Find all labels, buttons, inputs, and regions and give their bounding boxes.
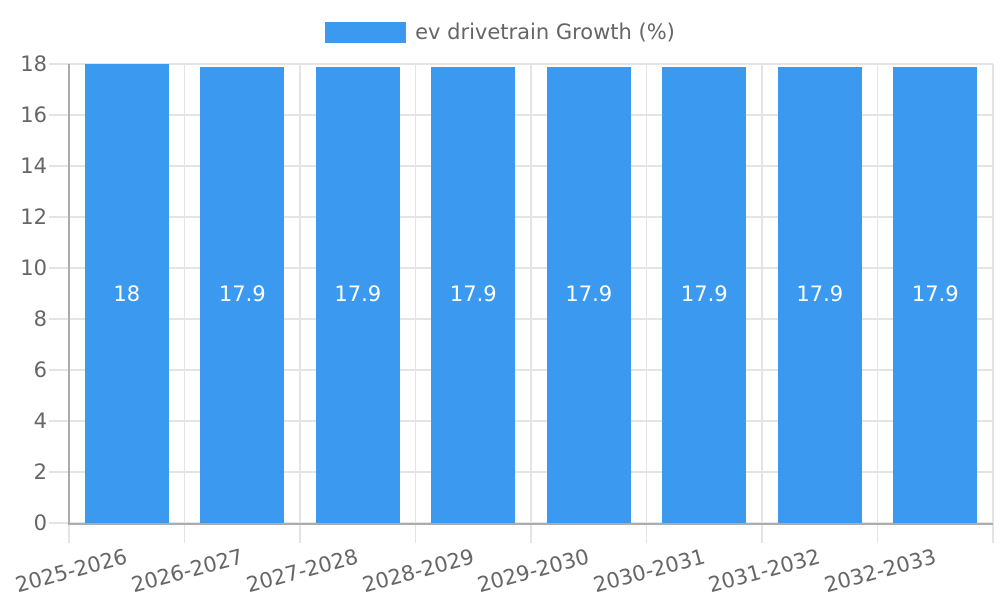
y-tick-label: 14 bbox=[20, 154, 47, 178]
legend-swatch-icon bbox=[325, 21, 407, 43]
bar[interactable] bbox=[662, 66, 747, 523]
x-tick-label: 2028-2029 bbox=[359, 544, 477, 598]
x-tick-label: 2027-2028 bbox=[244, 544, 361, 598]
x-tick-label: 2032-2033 bbox=[821, 544, 939, 598]
x-gridline bbox=[761, 64, 763, 543]
x-gridline bbox=[414, 64, 417, 543]
y-tick-label: 0 bbox=[33, 511, 47, 535]
y-tick-label: 8 bbox=[33, 307, 47, 331]
x-tick-label: 2025-2026 bbox=[13, 544, 130, 598]
bar[interactable] bbox=[546, 66, 631, 523]
legend-label: ev drivetrain Growth (%) bbox=[415, 20, 675, 44]
x-gridline bbox=[299, 64, 301, 543]
x-axis-line bbox=[68, 523, 993, 525]
y-gridline bbox=[49, 420, 993, 422]
bar-value-label: 18 bbox=[113, 281, 141, 306]
x-gridline bbox=[645, 64, 648, 543]
bar[interactable] bbox=[84, 64, 169, 523]
y-gridline bbox=[49, 369, 993, 371]
bar[interactable] bbox=[893, 66, 978, 523]
bar-value-label: 17.9 bbox=[911, 281, 959, 306]
x-gridline bbox=[530, 64, 532, 543]
y-tick-label: 10 bbox=[20, 256, 47, 280]
bar[interactable] bbox=[431, 66, 516, 523]
x-tick-label: 2029-2030 bbox=[475, 544, 592, 598]
bar-value-label: 17.9 bbox=[334, 281, 382, 306]
y-gridline bbox=[49, 165, 993, 167]
bar[interactable] bbox=[315, 66, 400, 523]
y-gridline bbox=[49, 267, 993, 269]
x-tick-label: 2031-2032 bbox=[706, 544, 823, 598]
bar-value-label: 17.9 bbox=[680, 281, 728, 306]
x-gridline bbox=[992, 64, 994, 543]
y-gridline bbox=[49, 471, 993, 473]
x-tick-label: 2030-2031 bbox=[590, 544, 708, 598]
y-gridline bbox=[49, 114, 993, 116]
y-tick-label: 6 bbox=[33, 358, 47, 382]
bar-value-label: 17.9 bbox=[565, 281, 613, 306]
y-tick-label: 2 bbox=[33, 460, 47, 484]
y-gridline bbox=[49, 318, 993, 320]
y-tick-label: 12 bbox=[20, 205, 47, 229]
bar[interactable] bbox=[777, 66, 862, 523]
y-tick-label: 16 bbox=[20, 103, 47, 127]
bar-value-label: 17.9 bbox=[218, 281, 266, 306]
legend-item[interactable]: ev drivetrain Growth (%) bbox=[325, 21, 675, 43]
bar-value-label: 17.9 bbox=[449, 281, 497, 306]
y-gridline bbox=[49, 216, 993, 218]
bar[interactable] bbox=[200, 66, 285, 523]
bar-value-label: 17.9 bbox=[796, 281, 844, 306]
chart-legend: ev drivetrain Growth (%) bbox=[0, 21, 1000, 43]
x-gridline bbox=[183, 64, 186, 543]
x-tick-label: 2026-2027 bbox=[128, 544, 246, 598]
y-tick-label: 18 bbox=[20, 52, 47, 76]
y-gridline bbox=[49, 63, 993, 65]
y-axis-line bbox=[68, 64, 70, 525]
x-gridline bbox=[876, 64, 879, 543]
y-tick-label: 4 bbox=[33, 409, 47, 433]
